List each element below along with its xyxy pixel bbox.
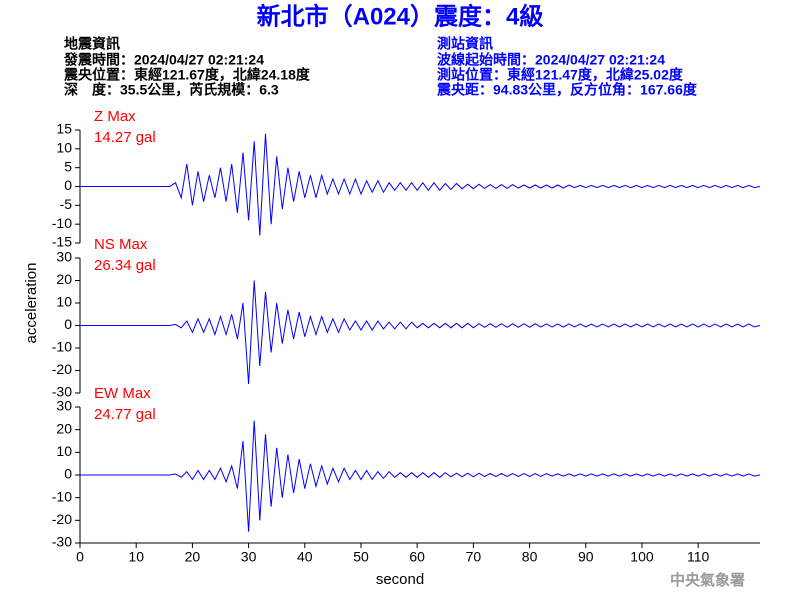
y-tick-label: 0 [64,177,72,193]
x-tick-label: 70 [466,549,482,565]
watermark: 中央氣象署 [670,571,745,589]
y-tick-label: -20 [52,361,72,377]
info-text: 波線起始時間：2024/04/27 02:21:24 [437,52,665,68]
y-tick-label: -10 [52,488,72,504]
panel-label: EW Max [94,385,151,402]
waveform [80,420,761,532]
x-axis-label: second [376,571,424,588]
x-tick-label: 90 [578,549,594,565]
x-tick-label: 10 [128,549,144,565]
info-text: 測站位置：東經121.47度，北緯25.02度 [437,67,684,83]
info-text: 震央距：94.83公里，反方位角：167.66度 [436,82,698,98]
y-tick-label: 20 [56,420,72,436]
y-tick-label: -30 [52,384,72,400]
x-tick-label: 110 [687,549,710,565]
x-tick-label: 0 [76,549,84,565]
y-tick-label: 15 [56,121,72,137]
y-tick-label: 20 [56,271,72,287]
y-tick-label: 0 [64,316,72,332]
panel-label: NS Max [94,236,148,253]
waveform [80,280,761,385]
info-text: 深 度：35.5公里，芮氏規模：6.3 [64,82,279,98]
panel-max: 26.34 gal [94,257,156,274]
chart-title: 新北市（A024）震度：4級 [257,2,544,30]
y-tick-label: 30 [56,398,72,414]
info-text: 震央位置：東經121.67度，北緯24.18度 [63,67,311,83]
y-tick-label: -10 [52,339,72,355]
panel-max: 14.27 gal [94,129,156,146]
panel-max: 24.77 gal [94,406,156,423]
panel-label: Z Max [94,108,136,125]
info-text: 地震資訊 [64,36,120,52]
info-text: 發震時間：2024/04/27 02:21:24 [63,52,264,68]
y-tick-label: -30 [52,534,72,550]
y-tick-label: 5 [64,158,72,174]
x-tick-label: 80 [522,549,538,565]
y-tick-label: -20 [52,511,72,527]
y-tick-label: -10 [52,215,72,231]
waveform [80,133,761,236]
x-tick-label: 50 [353,549,369,565]
y-tick-label: -5 [60,196,73,212]
y-tick-label: -15 [52,234,72,250]
y-tick-label: 10 [56,140,72,156]
y-tick-label: 30 [56,249,72,265]
x-tick-label: 20 [185,549,201,565]
x-tick-label: 30 [241,549,257,565]
x-tick-label: 100 [630,549,654,565]
y-tick-label: 10 [56,443,72,459]
x-tick-label: 40 [297,549,313,565]
y-tick-label: 10 [56,294,72,310]
y-tick-label: 0 [64,466,72,482]
y-axis-label: acceleration [23,263,40,344]
x-tick-label: 60 [409,549,425,565]
info-text: 測站資訊 [437,36,493,52]
